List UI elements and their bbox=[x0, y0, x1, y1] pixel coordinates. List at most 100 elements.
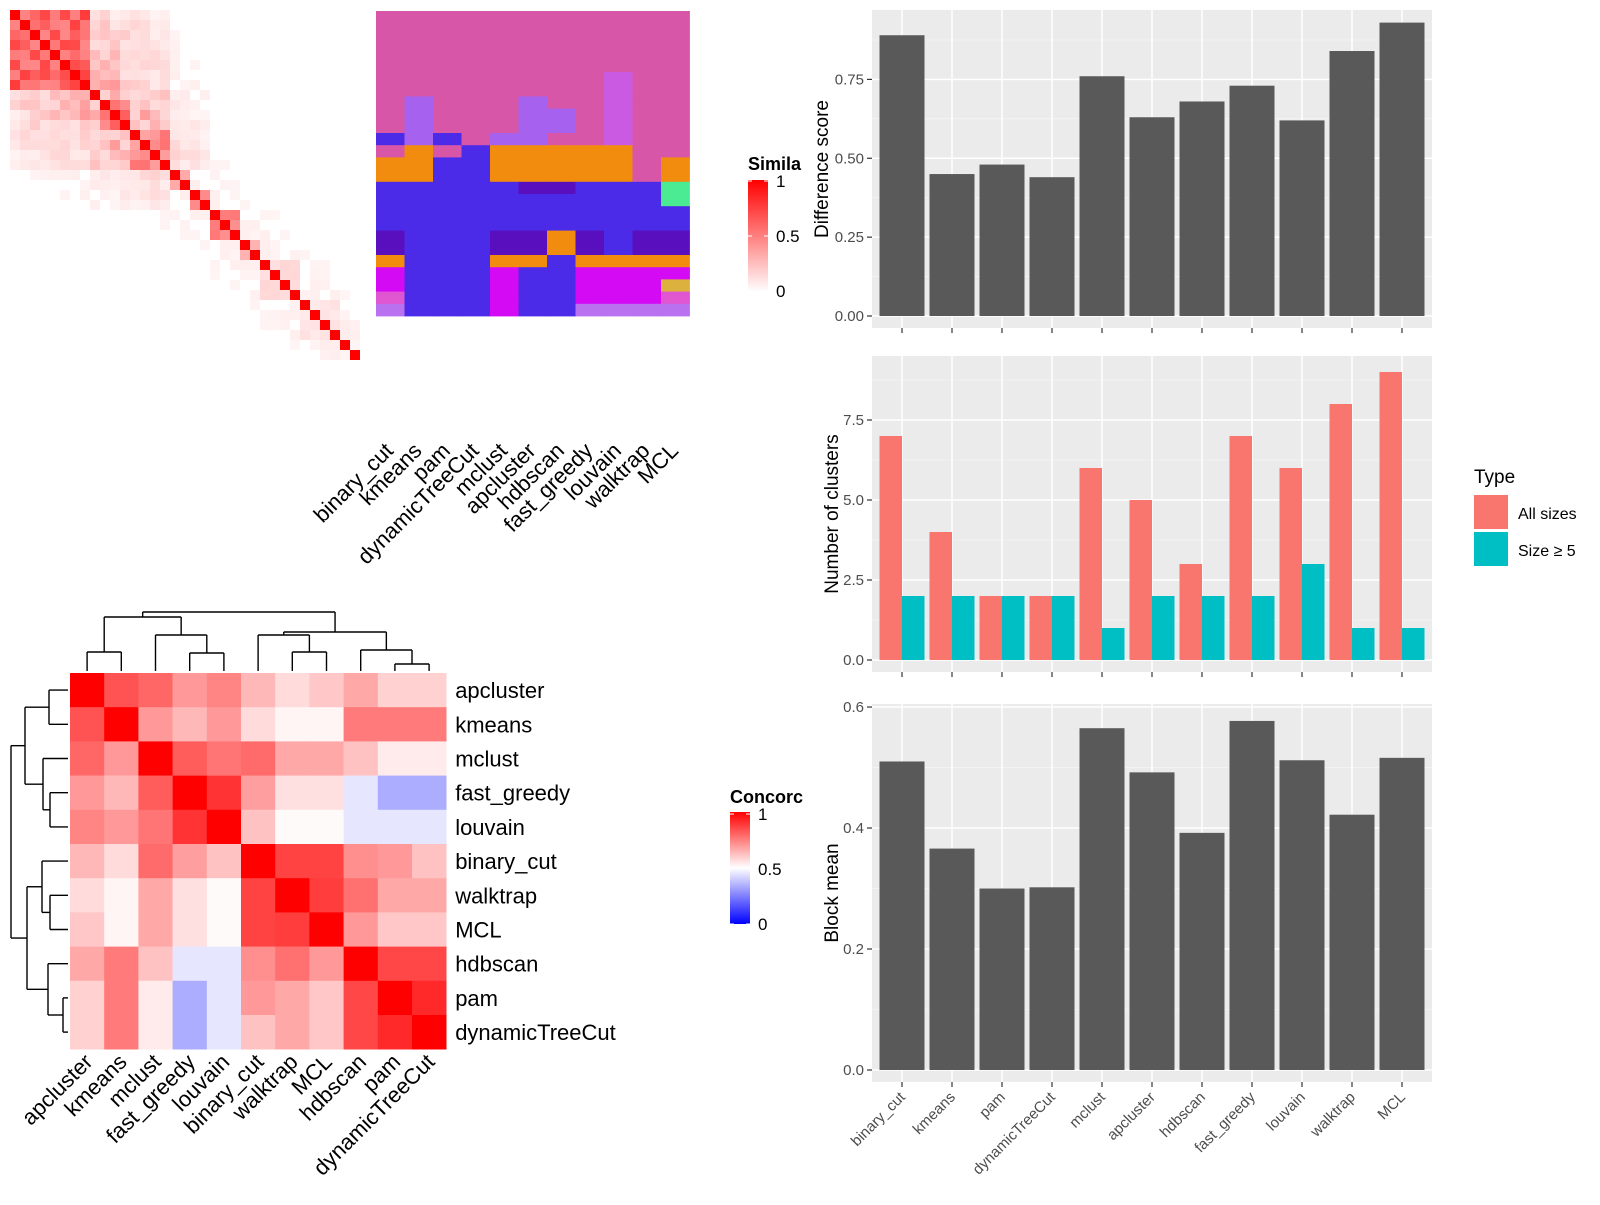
concordance-cell bbox=[309, 912, 344, 947]
sim-cell bbox=[210, 290, 220, 300]
sim-cell bbox=[110, 200, 120, 210]
sim-legend-tick-label: 1 bbox=[776, 172, 785, 191]
sim-cell bbox=[210, 110, 220, 120]
sim-cell bbox=[270, 240, 280, 250]
sim-cell bbox=[170, 80, 180, 90]
sim-cell bbox=[290, 70, 300, 80]
sim-cell bbox=[180, 40, 190, 50]
cluster-cell bbox=[604, 181, 633, 195]
concordance-cell bbox=[412, 707, 447, 742]
sim-cell bbox=[20, 80, 30, 90]
sim-cell bbox=[320, 80, 330, 90]
sim-cell bbox=[240, 330, 250, 340]
concordance-cell bbox=[275, 844, 310, 879]
cluster-cell bbox=[632, 11, 662, 73]
sim-cell bbox=[120, 110, 130, 120]
cluster-cell bbox=[404, 120, 434, 134]
sim-cell bbox=[350, 10, 360, 20]
sim-cell bbox=[130, 150, 140, 160]
y-tick-label: 0.75 bbox=[835, 71, 864, 88]
sim-cell bbox=[90, 80, 100, 90]
sim-cell bbox=[10, 280, 20, 290]
sim-cell bbox=[120, 120, 130, 130]
sim-cell bbox=[320, 20, 330, 30]
cluster-cell bbox=[461, 267, 491, 280]
sim-cell bbox=[260, 80, 270, 90]
sim-cell bbox=[220, 60, 230, 70]
sim-cell bbox=[60, 300, 70, 310]
sim-cell bbox=[130, 20, 140, 30]
sim-cell bbox=[180, 180, 190, 190]
sim-cell bbox=[60, 280, 70, 290]
sim-cell bbox=[340, 170, 350, 180]
sim-cell bbox=[340, 270, 350, 280]
sim-cell bbox=[330, 100, 340, 110]
cluster-cell bbox=[575, 157, 605, 183]
sim-cell bbox=[110, 190, 120, 200]
sim-cell bbox=[220, 150, 230, 160]
cluster-cell bbox=[376, 72, 405, 97]
sim-cell bbox=[340, 30, 350, 40]
cluster-cell bbox=[547, 206, 576, 219]
sim-cell bbox=[200, 280, 210, 290]
sim-cell bbox=[150, 240, 160, 250]
sim-cell bbox=[120, 230, 130, 240]
sim-cell bbox=[20, 230, 30, 240]
sim-cell bbox=[160, 80, 170, 90]
sim-cell bbox=[350, 80, 360, 90]
sim-cell bbox=[320, 150, 330, 160]
concordance-row-label: walktrap bbox=[454, 883, 537, 908]
sim-cell bbox=[100, 240, 110, 250]
sim-cell bbox=[70, 290, 80, 300]
cluster-cell bbox=[604, 194, 633, 207]
sim-cell bbox=[270, 180, 280, 190]
cluster-cell bbox=[461, 218, 491, 231]
sim-cell bbox=[60, 30, 70, 40]
method-labels-top: binary_cutkmeanspamdynamicTreeCutmclusta… bbox=[309, 438, 683, 569]
bar-size-5 bbox=[1002, 596, 1025, 660]
sim-cell bbox=[220, 100, 230, 110]
sim-cell bbox=[60, 120, 70, 130]
sim-cell bbox=[80, 240, 90, 250]
y-tick-label: 7.5 bbox=[843, 412, 864, 429]
sim-cell bbox=[340, 340, 350, 350]
concordance-cell bbox=[138, 775, 173, 811]
sim-cell bbox=[230, 110, 240, 120]
x-tick-label: hdbscan bbox=[1157, 1089, 1209, 1141]
sim-cell bbox=[220, 140, 230, 150]
sim-cell bbox=[230, 270, 240, 280]
sim-cell bbox=[100, 270, 110, 280]
sim-cell bbox=[100, 10, 110, 20]
sim-cell bbox=[300, 330, 310, 340]
sim-cell bbox=[280, 120, 290, 130]
concordance-cell bbox=[206, 741, 242, 776]
cluster-cell bbox=[404, 157, 434, 183]
sim-cell bbox=[170, 40, 180, 50]
sim-cell bbox=[240, 280, 250, 290]
sim-cell bbox=[330, 180, 340, 190]
sim-cell bbox=[260, 270, 270, 280]
sim-cell bbox=[330, 210, 340, 220]
sim-cell bbox=[250, 190, 260, 200]
sim-cell bbox=[10, 20, 20, 30]
sim-cell bbox=[120, 150, 130, 160]
sim-cell bbox=[210, 80, 220, 90]
sim-cell bbox=[250, 80, 260, 90]
bar bbox=[929, 174, 975, 316]
cluster-cell bbox=[547, 108, 576, 122]
cluster-cell bbox=[376, 194, 405, 207]
sim-cell bbox=[140, 70, 150, 80]
cluster-cell bbox=[433, 96, 462, 109]
sim-cell bbox=[330, 340, 340, 350]
sim-cell bbox=[170, 170, 180, 180]
sim-cell bbox=[230, 80, 240, 90]
sim-cell bbox=[90, 90, 100, 100]
concordance-cell bbox=[412, 1015, 447, 1050]
bar bbox=[1029, 887, 1075, 1070]
sim-cell bbox=[320, 10, 330, 20]
sim-cell bbox=[300, 130, 310, 140]
sim-cell bbox=[100, 170, 110, 180]
sim-cell bbox=[150, 120, 160, 130]
cluster-cell bbox=[547, 120, 576, 134]
